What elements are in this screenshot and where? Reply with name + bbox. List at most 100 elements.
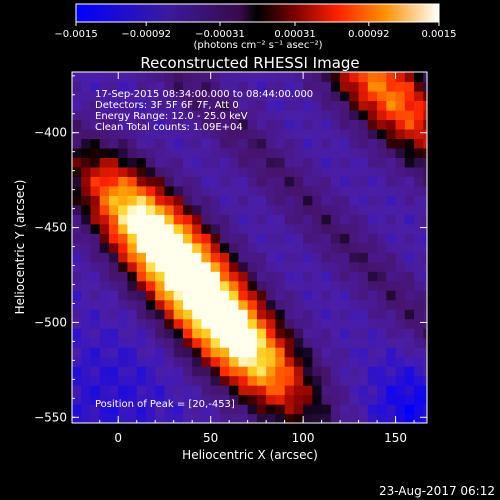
heatmap-cell [256, 90, 267, 102]
heatmap-cell [404, 128, 415, 140]
heatmap-cell [377, 195, 387, 206]
heatmap-cell [229, 81, 239, 92]
heatmap-cell [192, 299, 203, 310]
heatmap-cell [340, 375, 350, 386]
heatmap-cell [192, 318, 203, 329]
annotation-clean: Clean Total counts: 1.09E+04 [95, 122, 243, 133]
heatmap-cell [182, 261, 193, 272]
heatmap-cell [358, 337, 369, 348]
heatmap-cell [312, 318, 323, 329]
heatmap-cell [99, 413, 110, 423]
heatmap-cell [395, 280, 406, 291]
heatmap-cell [108, 318, 119, 329]
heatmap-cell [386, 204, 397, 215]
heatmap-cell [108, 90, 119, 102]
heatmap-cell [404, 166, 415, 177]
heatmap-cell [118, 242, 129, 253]
heatmap-cell [395, 233, 406, 244]
heatmap-cell [386, 290, 397, 301]
heatmap-cell [155, 394, 166, 405]
heatmap-cell [72, 299, 82, 310]
heatmap-cell [108, 385, 119, 396]
heatmap-cell [173, 128, 184, 140]
heatmap-cell [127, 318, 138, 329]
heatmap-cell [72, 271, 82, 282]
heatmap-cell [404, 328, 415, 339]
heatmap-cell [358, 128, 369, 140]
heatmap-cell [321, 109, 332, 121]
heatmap-cell [256, 72, 267, 83]
colorbar-tick-label: 0.0015 [422, 29, 457, 40]
heatmap-cell [238, 100, 249, 111]
heatmap-cell [312, 290, 323, 301]
heatmap-cell [275, 404, 286, 415]
heatmap-cell [192, 242, 203, 253]
heatmap-cell [404, 404, 415, 415]
heatmap-cell [173, 242, 184, 253]
heatmap-cell [414, 318, 424, 329]
heatmap-cell [423, 233, 427, 244]
heatmap-cell [367, 81, 378, 92]
heatmap-cell [367, 318, 378, 329]
heatmap-cell [99, 109, 110, 121]
heatmap-cell [136, 233, 147, 244]
heatmap-cell [182, 81, 193, 92]
heatmap-cell [266, 90, 276, 102]
heatmap-cell [293, 347, 304, 358]
heatmap-cell [201, 214, 212, 225]
heatmap-cell [90, 157, 101, 168]
heatmap-cell [229, 271, 239, 282]
heatmap-cell [349, 280, 360, 291]
heatmap-cell [423, 337, 427, 348]
heatmap-cell [414, 252, 424, 263]
heatmap-cell [414, 299, 424, 310]
heatmap-cell [303, 128, 313, 140]
heatmap-cell [99, 366, 110, 377]
heatmap-cell [99, 128, 110, 140]
heatmap-cell [349, 185, 360, 196]
heatmap-cell [386, 242, 397, 253]
heatmap-cell [81, 147, 92, 158]
heatmap-cell [358, 81, 369, 92]
heatmap-cell [330, 328, 341, 339]
heatmap-cell [182, 223, 193, 234]
heatmap-cell [145, 119, 156, 130]
heatmap-cell [395, 347, 406, 358]
heatmap-cell [99, 318, 110, 329]
heatmap-cell [367, 366, 378, 377]
heatmap-cell [219, 72, 230, 83]
heatmap-cell [312, 280, 323, 291]
heatmap-cell [256, 242, 267, 253]
heatmap-cell [192, 185, 203, 196]
heatmap-cell [284, 252, 295, 263]
heatmap-cell [72, 242, 82, 253]
heatmap-cell [256, 128, 267, 140]
heatmap-cell [210, 176, 221, 187]
heatmap-cell [358, 366, 369, 377]
heatmap-cell [81, 252, 92, 263]
heatmap-cell [303, 261, 313, 272]
heatmap-cell [192, 328, 203, 339]
heatmap-cell [423, 166, 427, 177]
heatmap-cell [210, 309, 221, 320]
heatmap-cell [136, 166, 147, 177]
heatmap-cell [173, 166, 184, 177]
heatmap-cell [256, 385, 267, 396]
heatmap-cell [173, 195, 184, 206]
heatmap-cell [284, 394, 295, 405]
heatmap-cell [386, 280, 397, 291]
heatmap-cell [127, 119, 138, 130]
heatmap-cell [275, 318, 286, 329]
heatmap-cell [386, 318, 397, 329]
heatmap-cell [182, 147, 193, 158]
heatmap-cell [173, 147, 184, 158]
heatmap-cell [321, 290, 332, 301]
heatmap-cell [312, 242, 323, 253]
heatmap-cell [201, 280, 212, 291]
heatmap-cell [275, 214, 286, 225]
heatmap-cell [303, 176, 313, 187]
heatmap-cell [238, 147, 249, 158]
heatmap-cell [349, 328, 360, 339]
heatmap-cell [155, 176, 166, 187]
heatmap-cell [90, 204, 101, 215]
